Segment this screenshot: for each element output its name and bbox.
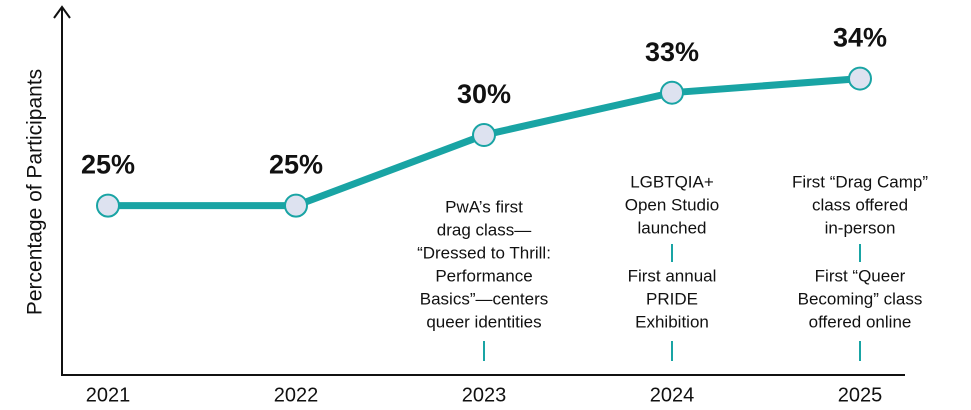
data-point — [660, 80, 684, 105]
x-tick-label: 2021 — [86, 384, 131, 406]
x-tick-label: 2023 — [462, 384, 507, 406]
data-point — [848, 66, 872, 91]
annotation-text: Exhibition — [635, 312, 709, 331]
annotation-text: PwA’s first — [445, 197, 523, 216]
annotation-text: class offered — [812, 195, 908, 214]
x-tick-label: 2025 — [838, 384, 883, 406]
annotation-text: “Dressed to Thrill: — [417, 243, 551, 262]
data-label: 34% — [833, 23, 887, 53]
annotation-text: Basics”—centers — [420, 289, 548, 308]
annotation-text: Open Studio — [625, 195, 720, 214]
annotation-text: Performance — [435, 266, 532, 285]
data-point — [472, 123, 496, 148]
annotation-text: LGBTQIA+ — [630, 172, 714, 191]
annotation-text: in-person — [825, 218, 896, 237]
data-label: 33% — [645, 37, 699, 67]
x-tick-label: 2024 — [650, 384, 695, 406]
annotation-text: First “Queer — [815, 266, 906, 285]
y-axis-arrow — [53, 5, 71, 19]
data-point — [284, 193, 308, 218]
annotation-text: First “Drag Camp” — [792, 172, 928, 191]
annotation-text: PRIDE — [646, 289, 698, 308]
annotation-text: launched — [637, 218, 706, 237]
data-label: 30% — [457, 79, 511, 109]
annotation-text: queer identities — [426, 312, 541, 331]
x-tick-label: 2022 — [274, 384, 319, 406]
annotation-text: First annual — [628, 266, 717, 285]
annotation-text: offered online — [809, 312, 912, 331]
data-point — [96, 193, 120, 218]
y-axis-label: Percentage of Participants — [24, 69, 47, 315]
data-label: 25% — [269, 150, 323, 180]
data-label: 25% — [81, 150, 135, 180]
annotation-text: drag class— — [437, 220, 531, 239]
annotation-text: Becoming” class — [798, 289, 923, 308]
